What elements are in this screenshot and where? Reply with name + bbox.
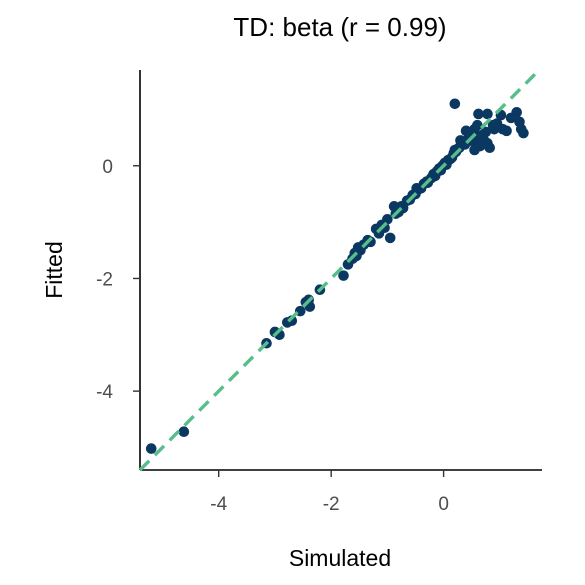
points-layer [145, 98, 529, 454]
data-point [178, 426, 190, 437]
x-axis-label: Simulated [289, 545, 391, 571]
data-point [338, 270, 349, 281]
data-point [455, 135, 466, 146]
y-axis-label: Fitted [41, 241, 67, 299]
data-point [501, 125, 512, 137]
data-point [474, 140, 486, 152]
data-point [473, 108, 484, 120]
data-point [484, 142, 496, 154]
x-tick-label: 0 [438, 494, 449, 515]
data-point [384, 232, 396, 244]
data-point [505, 112, 517, 124]
y-tick-label: -2 [96, 269, 113, 290]
data-point [449, 98, 461, 110]
data-point [286, 315, 298, 327]
data-point [460, 125, 472, 137]
data-point [379, 222, 390, 234]
x-tick-label: -2 [323, 494, 340, 515]
reference-line [138, 68, 541, 472]
y-tick-label: -4 [96, 382, 113, 403]
data-point [382, 213, 393, 225]
data-point [482, 108, 493, 120]
data-point [365, 236, 376, 248]
data-point [472, 119, 483, 131]
chart-title: TD: beta (r = 0.99) [233, 12, 446, 42]
data-point [145, 443, 157, 454]
data-point [518, 127, 529, 139]
x-tick-label: -4 [210, 494, 227, 515]
ticks-layer: -4 -2 0 -4 -2 0 [96, 157, 449, 515]
y-tick-label: 0 [102, 157, 113, 178]
data-point [487, 119, 499, 131]
data-point [480, 126, 492, 138]
